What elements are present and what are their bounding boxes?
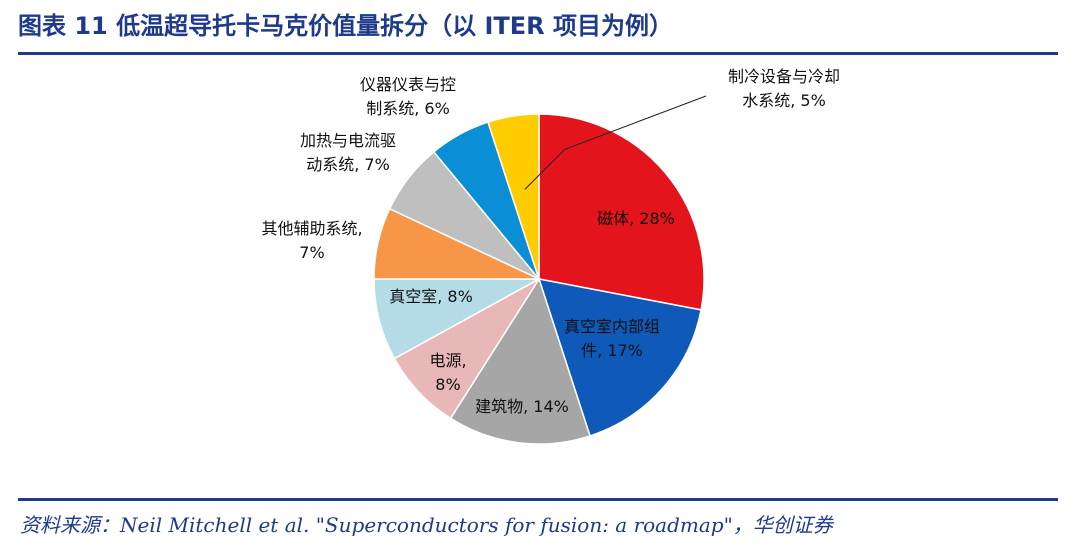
slice-label-8: 仪器仪表与控制系统, 6% [360,75,456,118]
slice-label-9: 制冷设备与冷却水系统, 5% [728,67,840,110]
slice-label-4: 电源, 8% [429,351,466,394]
source-note: 资料来源：Neil Mitchell et al. "Superconducto… [20,513,833,537]
source-rule [18,498,1058,501]
slice-label-1: 磁体, 28% [597,209,675,228]
chart-title: 图表 11 低温超导托卡马克价值量拆分（以 ITER 项目为例） [18,12,673,40]
slice-label-6: 其他辅助系统, 7% [261,219,362,262]
slice-label-7: 加热与电流驱动系统, 7% [300,131,396,174]
title-rule [18,52,1058,55]
pie-slice-2 [537,278,702,437]
pie-slice-9 [487,113,540,280]
slice-label-2: 真空室内部组件, 17% [564,317,660,360]
slice-label-5: 真空室, 8% [389,287,473,306]
pie-slice-1 [538,113,705,311]
slice-label-3: 建筑物, 14% [475,397,569,416]
pie-chart: 磁体, 28% 真空室内部组件, 17% 建筑物, 14% 电源, 8% 真空室, 8% 其… [261,67,840,445]
leader-line [524,95,707,190]
pie-slice-3 [449,277,591,445]
